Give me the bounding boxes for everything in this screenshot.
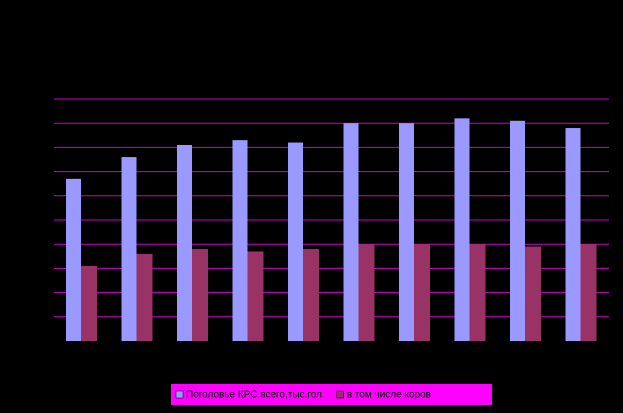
bar [510,120,525,341]
bar [343,123,359,341]
bar [136,253,153,341]
legend-label: Поголовье КРС всего,тыс.гол. [186,390,325,401]
bar [469,244,486,341]
bar [580,244,597,341]
bar [414,244,430,341]
bar [358,244,375,341]
bar [121,157,137,341]
legend-swatch [175,390,184,399]
bar [288,142,303,341]
legend-swatch [336,390,344,399]
legend-box [171,384,492,405]
bar [177,144,192,341]
bar [192,249,208,341]
legend-label: в том числе коров [347,390,431,401]
bar [565,128,581,341]
bar [247,251,264,341]
bar [303,249,319,341]
bar [232,140,248,341]
bar [525,246,541,341]
bar [399,123,414,341]
bar [66,178,81,341]
bar [81,265,97,341]
bar [454,118,470,341]
